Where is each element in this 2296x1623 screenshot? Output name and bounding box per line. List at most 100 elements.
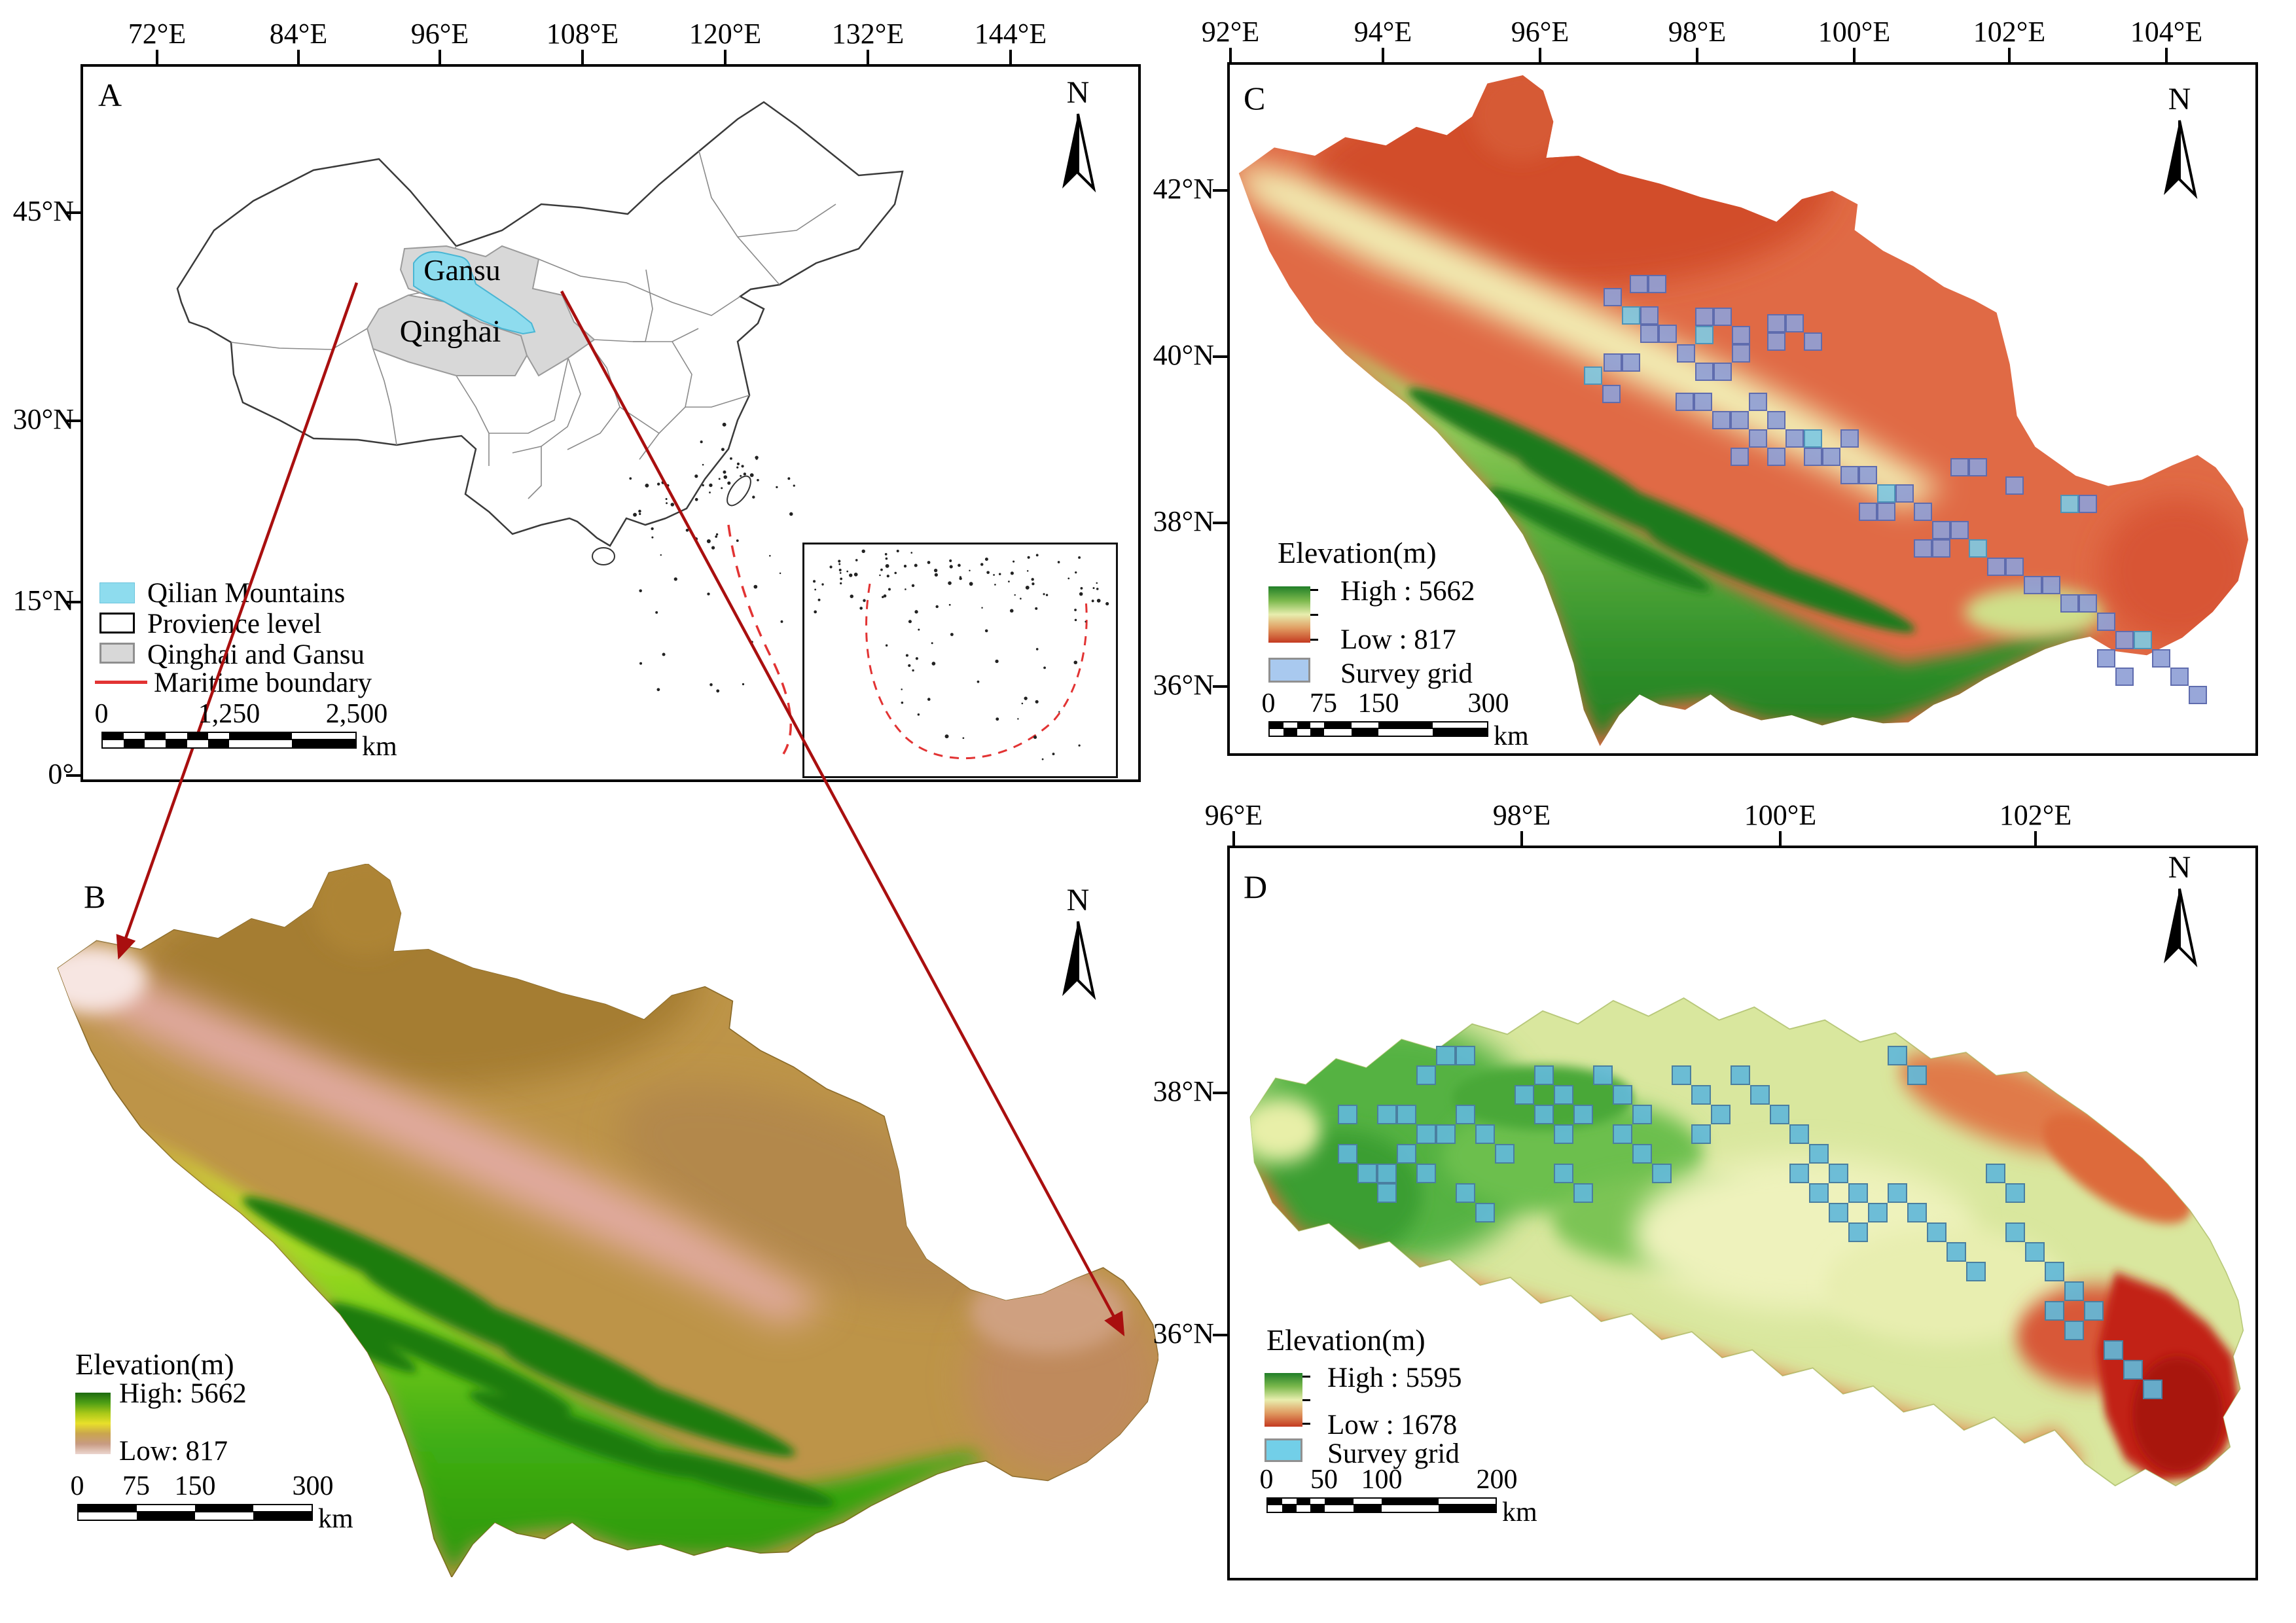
survey-grid-cell bbox=[2079, 594, 2097, 613]
scalebar-cell bbox=[1268, 1505, 1282, 1512]
survey-grid-cell bbox=[1691, 1085, 1711, 1105]
scalebar-cell bbox=[124, 733, 145, 739]
scalebar-c-label: 75 bbox=[1310, 688, 1337, 719]
scalebar-c-unit: km bbox=[1494, 721, 1529, 751]
scalebar-cell bbox=[1351, 722, 1378, 728]
panel-c-ytick-mark bbox=[1213, 685, 1227, 688]
panel-a-ytick-label: 15°N bbox=[12, 584, 74, 616]
scalebar-cell bbox=[1296, 1499, 1311, 1504]
panel-c-xtick-label: 100°E bbox=[1818, 16, 1891, 48]
survey-grid-cell bbox=[1416, 1164, 1436, 1183]
survey-grid-cell bbox=[2143, 1380, 2162, 1399]
scalebar-c-label: 0 bbox=[1261, 688, 1276, 719]
survey-grid-cell bbox=[1695, 308, 1713, 326]
survey-grid-cell bbox=[1604, 288, 1622, 306]
north-letter: N bbox=[1066, 75, 1090, 110]
panel-a-xtick-mark bbox=[439, 50, 441, 64]
survey-grid-cell bbox=[2084, 1301, 2104, 1321]
north-arrow-b: N bbox=[1042, 885, 1114, 1001]
maritime-boundary-line bbox=[727, 524, 792, 755]
north-arrow-icon bbox=[1062, 921, 1096, 1001]
panel-c-xtick-label: 94°E bbox=[1354, 16, 1412, 48]
survey-grid-cell bbox=[1950, 458, 1969, 476]
colorbar-tick bbox=[1302, 1399, 1310, 1401]
panel-a-xtick-label: 144°E bbox=[974, 18, 1047, 50]
survey-grid-cell bbox=[2134, 631, 2152, 649]
north-arrow-icon bbox=[2164, 888, 2198, 968]
panel-c-xtick-label: 102°E bbox=[1973, 16, 2046, 48]
survey-grid-cell bbox=[1785, 429, 1804, 448]
legend-label-qinghai-gansu: Qinghai and Gansu bbox=[147, 639, 365, 670]
survey-grid-cell bbox=[1770, 1105, 1789, 1124]
panel-a-ytick-label: 0° bbox=[48, 758, 74, 790]
scalebar-c-row bbox=[1268, 721, 1488, 729]
survey-grid-cell bbox=[1691, 1124, 1711, 1144]
scalebar-cell bbox=[1282, 1499, 1297, 1504]
elevation-title-c: Elevation(m) bbox=[1278, 536, 1437, 569]
scalebar-a-unit: km bbox=[362, 732, 397, 762]
survey-grid-cell bbox=[1809, 1144, 1829, 1164]
survey-grid-cell bbox=[1767, 448, 1785, 466]
scalebar-c-label: 300 bbox=[1467, 688, 1509, 719]
scalebar-a-row bbox=[101, 740, 357, 749]
survey-grid-cell bbox=[2025, 1242, 2045, 1262]
survey-grid-cell bbox=[1554, 1124, 1573, 1144]
survey-grid-cell bbox=[2104, 1340, 2123, 1360]
panel-a-xtick-mark bbox=[581, 50, 584, 64]
panel-d-xtick-mark bbox=[2034, 831, 2037, 846]
north-letter: N bbox=[2168, 850, 2191, 885]
panel-d-ytick-label: 38°N bbox=[1153, 1075, 1214, 1107]
elevation-map-b bbox=[57, 864, 1158, 1577]
qilian-mountains-region bbox=[413, 251, 536, 335]
panel-c-ytick-mark bbox=[1213, 355, 1227, 358]
scalebar-cell bbox=[1283, 722, 1297, 728]
survey-grid-cell bbox=[1732, 326, 1750, 344]
panel-d-ytick-mark bbox=[1213, 1092, 1227, 1094]
survey-grid-cell bbox=[1822, 448, 1840, 466]
legend-swatch-qilian bbox=[99, 582, 135, 603]
panel-c-xtick-mark bbox=[2008, 48, 2011, 62]
survey-grid-cell bbox=[1907, 1203, 1927, 1222]
scalebar-cell bbox=[1270, 722, 1283, 728]
scalebar-cell bbox=[1324, 722, 1352, 728]
scalebar-c-label: 150 bbox=[1357, 688, 1399, 719]
survey-grid-cell bbox=[2152, 649, 2170, 668]
elevation-low-b: Low: 817 bbox=[119, 1436, 228, 1467]
panel-a-xtick-mark bbox=[156, 50, 158, 64]
survey-grid-cell bbox=[1969, 539, 1987, 558]
scalebar-b-label: 0 bbox=[70, 1471, 84, 1501]
scalebar-d-label: 200 bbox=[1476, 1465, 1518, 1495]
scalebar-cell bbox=[1325, 1505, 1354, 1512]
scalebar-cell bbox=[195, 1512, 253, 1520]
scalebar-cell bbox=[228, 740, 293, 747]
scalebar-cell bbox=[1353, 1505, 1382, 1512]
legend-swatch-maritime bbox=[95, 681, 147, 684]
survey-grid-cell bbox=[1648, 275, 1666, 293]
scalebar-b-label: 300 bbox=[292, 1471, 334, 1501]
survey-grid-cell bbox=[1613, 1085, 1632, 1105]
panel-a-xtick-mark bbox=[1009, 50, 1012, 64]
panel-a-label: A bbox=[98, 77, 122, 113]
panel-d-xtick-mark bbox=[1520, 831, 1523, 846]
panel-d-xtick-mark bbox=[1779, 831, 1782, 846]
survey-grid-cell bbox=[2060, 594, 2079, 613]
survey-grid-cell bbox=[2005, 476, 2024, 495]
elevation-low-d: Low : 1678 bbox=[1327, 1410, 1458, 1440]
scalebar-cell bbox=[1324, 729, 1352, 736]
survey-grid-cell bbox=[1377, 1183, 1397, 1203]
survey-grid-cell bbox=[1456, 1105, 1475, 1124]
survey-grid-cell bbox=[1613, 1124, 1632, 1144]
scalebar-cell bbox=[137, 1505, 195, 1511]
survey-grid-cell bbox=[1914, 503, 1932, 521]
scalebar-cell bbox=[137, 1512, 195, 1520]
elevation-low-c: Low : 817 bbox=[1340, 624, 1456, 655]
scalebar-a-label: 0 bbox=[94, 699, 109, 729]
survey-grid-cell bbox=[1604, 353, 1622, 372]
survey-grid-cell bbox=[1436, 1124, 1456, 1144]
survey-grid-cell bbox=[1659, 325, 1677, 343]
legend-swatch-survey-grid-c bbox=[1268, 658, 1310, 683]
survey-grid-cell bbox=[1950, 521, 1969, 539]
scalebar-d-unit: km bbox=[1502, 1497, 1537, 1527]
panel-d-xtick-label: 96°E bbox=[1204, 799, 1263, 831]
